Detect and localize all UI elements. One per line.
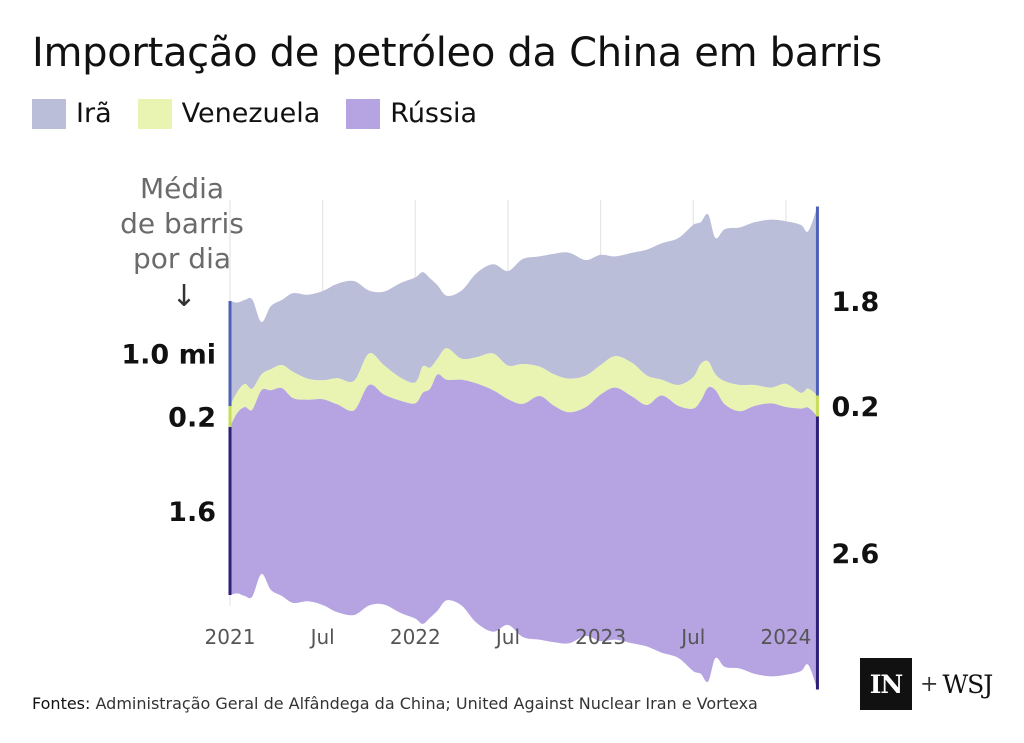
source-label: Fontes:	[32, 694, 91, 713]
x-tick-label: 2023	[575, 625, 626, 649]
stream-areas	[230, 206, 818, 690]
chart-title: Importação de petróleo da China em barri…	[32, 30, 882, 76]
legend: Irã Venezuela Rússia	[32, 98, 503, 129]
x-tick-label: 2021	[205, 625, 256, 649]
end-label-Irã: 1.8	[831, 287, 879, 318]
source-text: Administração Geral de Alfândega da Chin…	[95, 694, 758, 713]
logo-plus: +	[920, 671, 939, 697]
publisher-logo: IN + WSJ	[860, 658, 993, 710]
in-logo: IN	[860, 658, 912, 710]
stream-russia	[230, 374, 818, 690]
wsj-logo: WSJ	[942, 669, 993, 699]
source-note: Fontes: Administração Geral de Alfândega…	[32, 694, 758, 713]
legend-item-iran: Irã	[32, 98, 112, 129]
end-label-Rússia: 2.6	[831, 539, 879, 570]
start-label-Venezuela: 0.2	[168, 403, 216, 434]
start-label-Rússia: 1.6	[168, 497, 216, 528]
legend-swatch-russia	[346, 98, 381, 129]
stream-venezuela	[230, 348, 818, 427]
unit-note-line: de barris	[120, 207, 244, 240]
legend-swatch-iran	[32, 98, 66, 129]
x-tick-label: 2024	[760, 625, 811, 649]
value-labels: 1.0 mi 0.2 1.6 1.8 0.2 2.6	[121, 287, 879, 570]
legend-swatch-venezuela	[137, 98, 172, 129]
value-brackets	[228, 206, 819, 690]
legend-label-venezuela: Venezuela	[181, 98, 321, 129]
down-arrow-icon: ↓	[171, 279, 196, 314]
unit-note-line: Média	[140, 172, 224, 205]
legend-item-russia: Rússia	[346, 98, 477, 129]
start-label-Irã: 1.0 mi	[121, 340, 216, 371]
legend-item-venezuela: Venezuela	[137, 98, 321, 129]
unit-note-line: por dia	[133, 242, 231, 275]
stream-iran	[230, 206, 818, 406]
end-label-Venezuela: 0.2	[831, 392, 879, 423]
legend-label-russia: Rússia	[390, 98, 478, 129]
x-tick-label: 2022	[390, 625, 441, 649]
x-tick-label: Jul	[309, 625, 335, 649]
legend-label-iran: Irã	[76, 98, 112, 129]
x-axis-ticks: 2021 Jul 2022 Jul 2023 Jul 2024	[205, 625, 812, 649]
x-tick-label: Jul	[494, 625, 520, 649]
x-tick-label: Jul	[679, 625, 705, 649]
